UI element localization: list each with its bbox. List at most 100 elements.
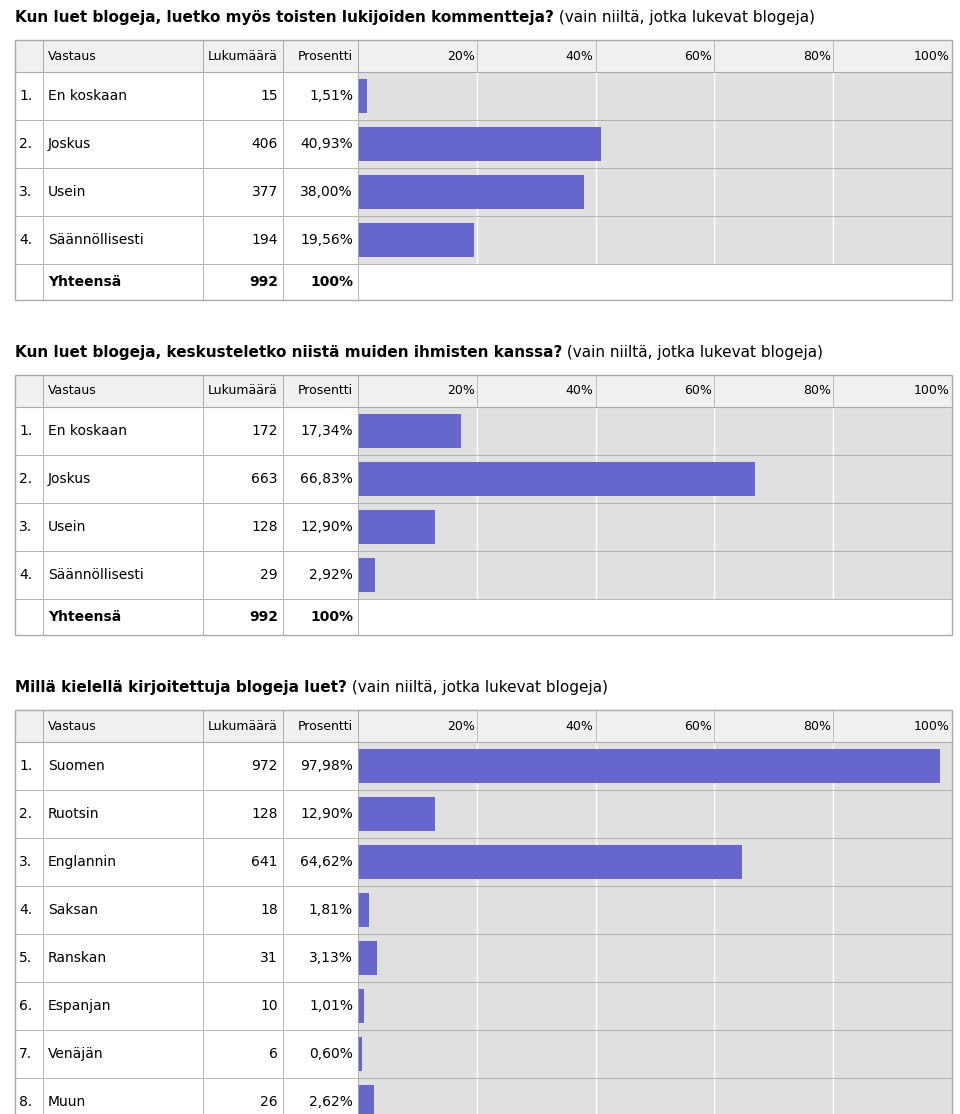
Text: Prosentti: Prosentti	[298, 720, 353, 733]
Text: Prosentti: Prosentti	[298, 384, 353, 398]
Text: 1,01%: 1,01%	[309, 999, 353, 1013]
Bar	[358, 742, 952, 790]
Bar	[358, 120, 952, 168]
Text: Lukumäärä: Lukumäärä	[208, 49, 278, 62]
Bar	[358, 72, 952, 120]
Text: 40%: 40%	[565, 49, 593, 62]
Bar	[358, 551, 952, 599]
Bar	[358, 846, 742, 879]
Bar	[358, 127, 601, 162]
Bar	[358, 407, 952, 455]
Bar	[358, 455, 952, 504]
Text: 3.: 3.	[19, 856, 32, 869]
Text: 26: 26	[260, 1095, 278, 1110]
Bar	[358, 79, 367, 113]
Text: 1,51%: 1,51%	[309, 89, 353, 102]
Text: Suomen: Suomen	[48, 759, 105, 773]
Text: Saksan: Saksan	[48, 903, 98, 917]
Text: 60%: 60%	[684, 49, 712, 62]
Bar	[15, 742, 358, 790]
Bar	[358, 838, 952, 886]
Text: 12,90%: 12,90%	[300, 807, 353, 821]
Text: 80%: 80%	[804, 384, 831, 398]
Bar	[358, 175, 584, 209]
Bar	[15, 40, 952, 300]
Text: 38,00%: 38,00%	[300, 185, 353, 199]
Text: Englannin: Englannin	[48, 856, 117, 869]
Text: Espanjan: Espanjan	[48, 999, 111, 1013]
Text: Vastaus: Vastaus	[48, 384, 97, 398]
Text: 40%: 40%	[565, 720, 593, 733]
Text: 6.: 6.	[19, 999, 33, 1013]
Text: 2.: 2.	[19, 807, 32, 821]
Bar	[358, 749, 940, 783]
Text: 20%: 20%	[447, 384, 475, 398]
Bar	[15, 934, 358, 983]
Bar	[358, 1078, 952, 1114]
Text: Joskus: Joskus	[48, 472, 91, 486]
Text: 60%: 60%	[684, 384, 712, 398]
Bar	[358, 504, 952, 551]
Text: Säännöllisesti: Säännöllisesti	[48, 568, 144, 582]
Text: 992: 992	[249, 275, 278, 289]
Text: Kun luet blogeja, luetko myös toisten lukijoiden kommentteja?: Kun luet blogeja, luetko myös toisten lu…	[15, 10, 554, 25]
Text: Yhteensä: Yhteensä	[48, 610, 121, 624]
Text: 2,62%: 2,62%	[309, 1095, 353, 1110]
Text: Joskus: Joskus	[48, 137, 91, 152]
Bar	[15, 710, 952, 1114]
Text: 194: 194	[252, 233, 278, 247]
Text: 128: 128	[252, 807, 278, 821]
Text: 100%: 100%	[310, 610, 353, 624]
Text: 29: 29	[260, 568, 278, 582]
Text: 6: 6	[269, 1047, 278, 1061]
Text: 66,83%: 66,83%	[300, 472, 353, 486]
Text: 97,98%: 97,98%	[300, 759, 353, 773]
Bar	[358, 1037, 362, 1071]
Text: Usein: Usein	[48, 185, 86, 199]
Bar	[15, 120, 358, 168]
Text: 172: 172	[252, 424, 278, 438]
Text: 3.: 3.	[19, 520, 32, 534]
Text: 128: 128	[252, 520, 278, 534]
Text: Muun: Muun	[48, 1095, 86, 1110]
Text: 992: 992	[249, 610, 278, 624]
Bar	[15, 710, 952, 742]
Text: 5.: 5.	[19, 951, 32, 965]
Bar	[358, 216, 952, 264]
Bar	[358, 886, 952, 934]
Bar	[15, 407, 358, 455]
Text: 40%: 40%	[565, 384, 593, 398]
Bar	[15, 983, 358, 1030]
Bar	[15, 72, 358, 120]
Bar	[15, 599, 952, 635]
Bar	[358, 989, 364, 1023]
Text: 80%: 80%	[804, 49, 831, 62]
Text: 641: 641	[252, 856, 278, 869]
Text: 64,62%: 64,62%	[300, 856, 353, 869]
Text: 3,13%: 3,13%	[309, 951, 353, 965]
Text: 663: 663	[252, 472, 278, 486]
Text: 12,90%: 12,90%	[300, 520, 353, 534]
Bar	[358, 1030, 952, 1078]
Text: (vain niiltä, jotka lukevat blogeja): (vain niiltä, jotka lukevat blogeja)	[347, 680, 608, 695]
Bar	[15, 838, 358, 886]
Bar	[358, 510, 435, 544]
Text: (vain niiltä, jotka lukevat blogeja): (vain niiltä, jotka lukevat blogeja)	[554, 10, 815, 25]
Text: 7.: 7.	[19, 1047, 32, 1061]
Text: 0,60%: 0,60%	[309, 1047, 353, 1061]
Bar	[358, 558, 375, 592]
Text: 406: 406	[252, 137, 278, 152]
Text: 20%: 20%	[447, 720, 475, 733]
Text: 100%: 100%	[914, 384, 950, 398]
Text: 1.: 1.	[19, 759, 33, 773]
Text: Säännöllisesti: Säännöllisesti	[48, 233, 144, 247]
Text: Venäjän: Venäjän	[48, 1047, 104, 1061]
Bar	[358, 223, 474, 257]
Text: 1.: 1.	[19, 89, 33, 102]
Text: Vastaus: Vastaus	[48, 720, 97, 733]
Text: 100%: 100%	[310, 275, 353, 289]
Bar	[358, 790, 952, 838]
Bar	[15, 375, 952, 407]
Bar	[358, 462, 755, 496]
Text: 2,92%: 2,92%	[309, 568, 353, 582]
